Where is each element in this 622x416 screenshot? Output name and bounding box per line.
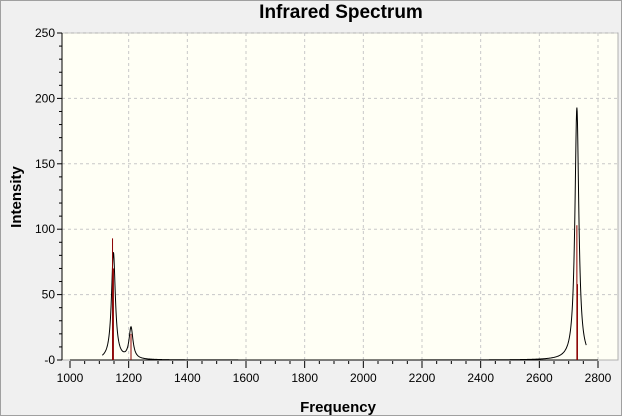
y-tick-label: 50: [42, 288, 56, 302]
x-tick-label: 2800: [585, 371, 612, 385]
chart-title: Infrared Spectrum: [259, 2, 423, 23]
x-tick-label: 1200: [115, 371, 142, 385]
ticks: 1000 1200 1400 1600 1800 2000 2200 2400 2600 2800…: [35, 26, 612, 385]
plot-area: [61, 32, 619, 361]
y-tick-label: 150: [35, 157, 55, 171]
y-axis-title: Intensity: [8, 166, 25, 228]
x-tick-label: 2400: [467, 371, 494, 385]
x-tick-label: 1800: [291, 371, 318, 385]
spectrum-line: [101, 107, 587, 361]
x-tick-label: 2600: [526, 371, 553, 385]
x-tick-label: 1000: [57, 371, 84, 385]
x-tick-label: 1600: [233, 371, 260, 385]
y-tick-label: 100: [35, 222, 55, 236]
y-tick-label: 250: [35, 26, 55, 40]
x-tick-label: 2000: [350, 371, 377, 385]
y-tick-label: 200: [35, 91, 55, 105]
grid: [62, 32, 618, 360]
x-axis-title: Frequency: [300, 399, 377, 415]
x-tick-label: 1400: [174, 371, 201, 385]
x-tick-label: 2200: [409, 371, 436, 385]
y-tick-label: -0: [44, 353, 55, 367]
series: [101, 107, 587, 361]
